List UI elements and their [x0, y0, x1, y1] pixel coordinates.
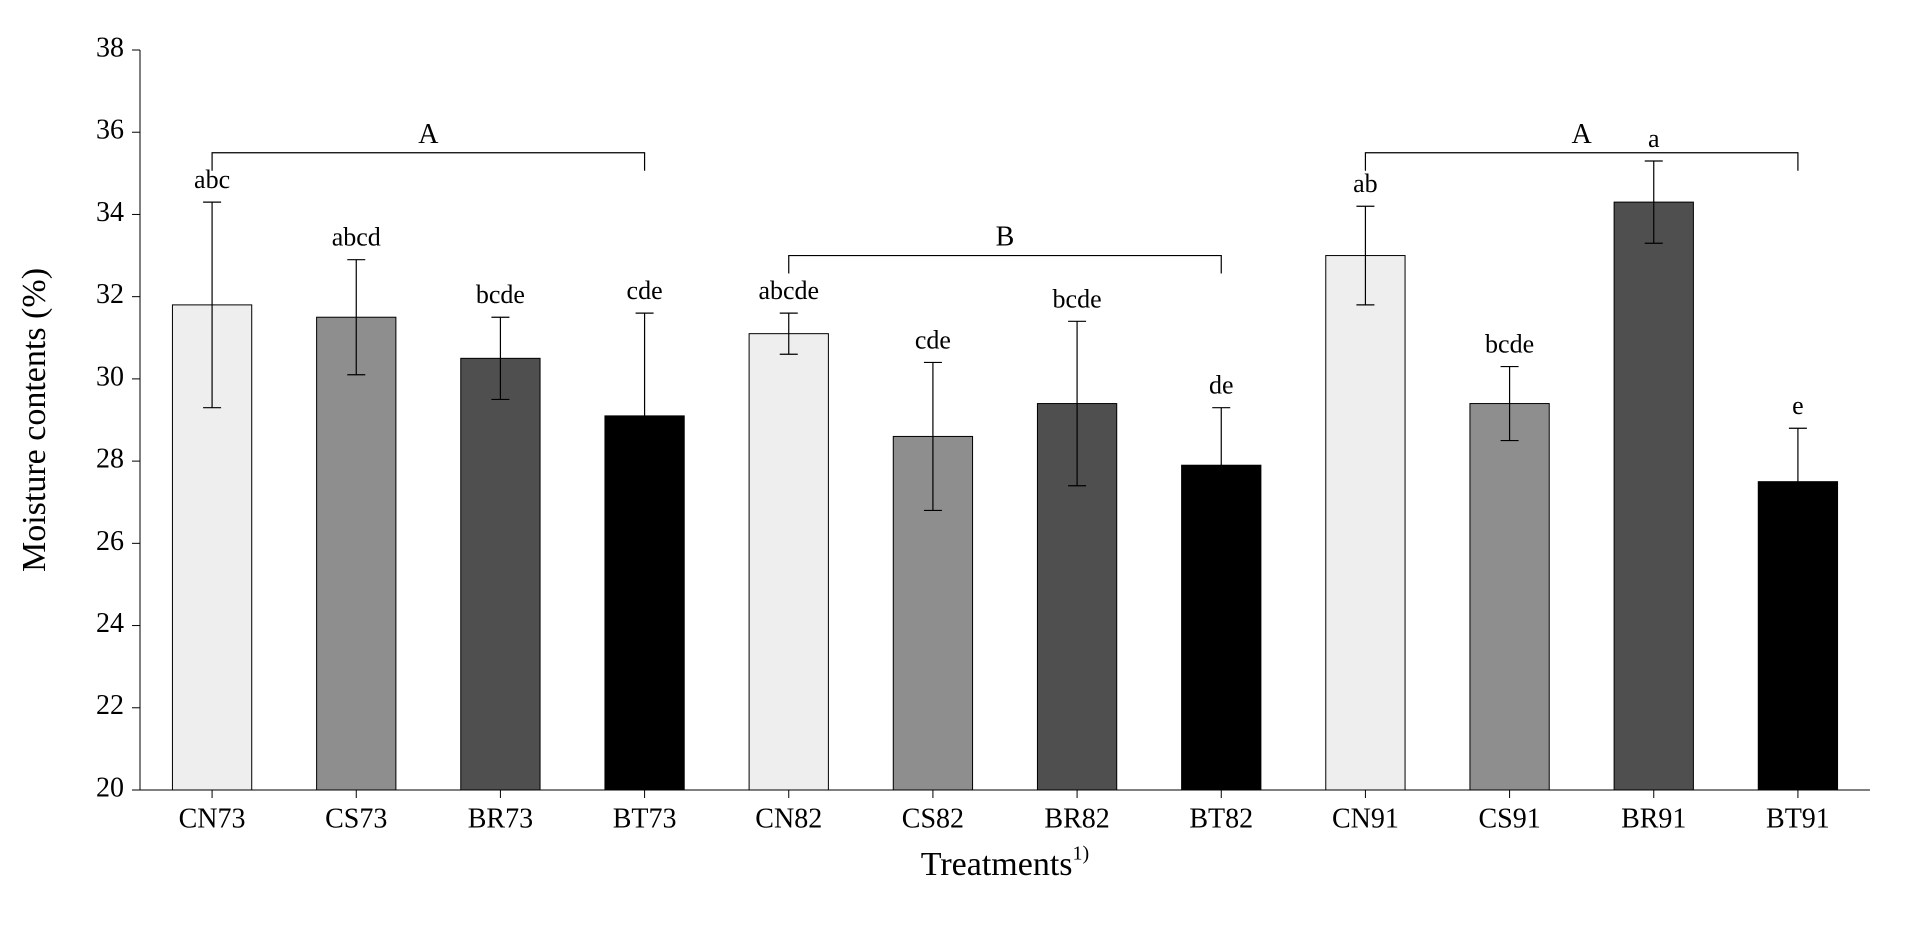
y-tick-label: 28: [96, 444, 124, 475]
y-tick-label: 26: [96, 526, 124, 557]
y-tick-label: 24: [96, 608, 124, 639]
x-tick-label: CS91: [1478, 803, 1540, 834]
bar: [1326, 256, 1405, 790]
significance-letter: cde: [915, 325, 951, 354]
group-letter: A: [1572, 119, 1593, 150]
significance-letter: e: [1792, 391, 1804, 420]
y-tick-label: 38: [96, 32, 124, 63]
y-axis-title: Moisture contents (%): [16, 268, 53, 572]
significance-letter: bcde: [1485, 330, 1534, 359]
y-tick-label: 32: [96, 279, 124, 310]
x-tick-label: CN91: [1332, 803, 1399, 834]
group-letter: B: [996, 222, 1015, 253]
y-tick-label: 20: [96, 772, 124, 803]
significance-letter: bcde: [476, 280, 525, 309]
x-tick-label: BR82: [1044, 803, 1109, 834]
significance-letter: ab: [1353, 169, 1378, 198]
significance-letter: bcde: [1053, 284, 1102, 313]
bar: [461, 358, 540, 790]
bar: [1614, 202, 1693, 790]
significance-letter: abcd: [332, 223, 381, 252]
significance-letter: abcde: [758, 276, 819, 305]
x-tick-label: CN73: [179, 803, 246, 834]
y-tick-label: 30: [96, 361, 124, 392]
x-tick-label: CS82: [902, 803, 964, 834]
significance-letter: de: [1209, 371, 1234, 400]
significance-letter: cde: [627, 276, 663, 305]
group-letter: A: [418, 119, 439, 150]
x-axis-title: Treatments1): [921, 843, 1089, 883]
bar: [749, 334, 828, 790]
bar-chart: 20 22 24 26 28 30 32 34 36 38 Moisture contents (%…: [0, 20, 1907, 911]
significance-letter: a: [1648, 124, 1660, 153]
x-tick-label: BR73: [468, 803, 533, 834]
y-tick-label: 34: [96, 197, 124, 228]
x-tick-label: BT82: [1189, 803, 1253, 834]
bar: [1470, 404, 1549, 790]
x-tick-label: CS73: [325, 803, 387, 834]
y-tick-label: 36: [96, 115, 124, 146]
x-tick-label: BT73: [613, 803, 677, 834]
x-tick-label: BR91: [1621, 803, 1686, 834]
y-tick-label: 22: [96, 690, 124, 721]
bar: [317, 317, 396, 790]
x-tick-label: BT91: [1766, 803, 1830, 834]
x-tick-label: CN82: [755, 803, 822, 834]
